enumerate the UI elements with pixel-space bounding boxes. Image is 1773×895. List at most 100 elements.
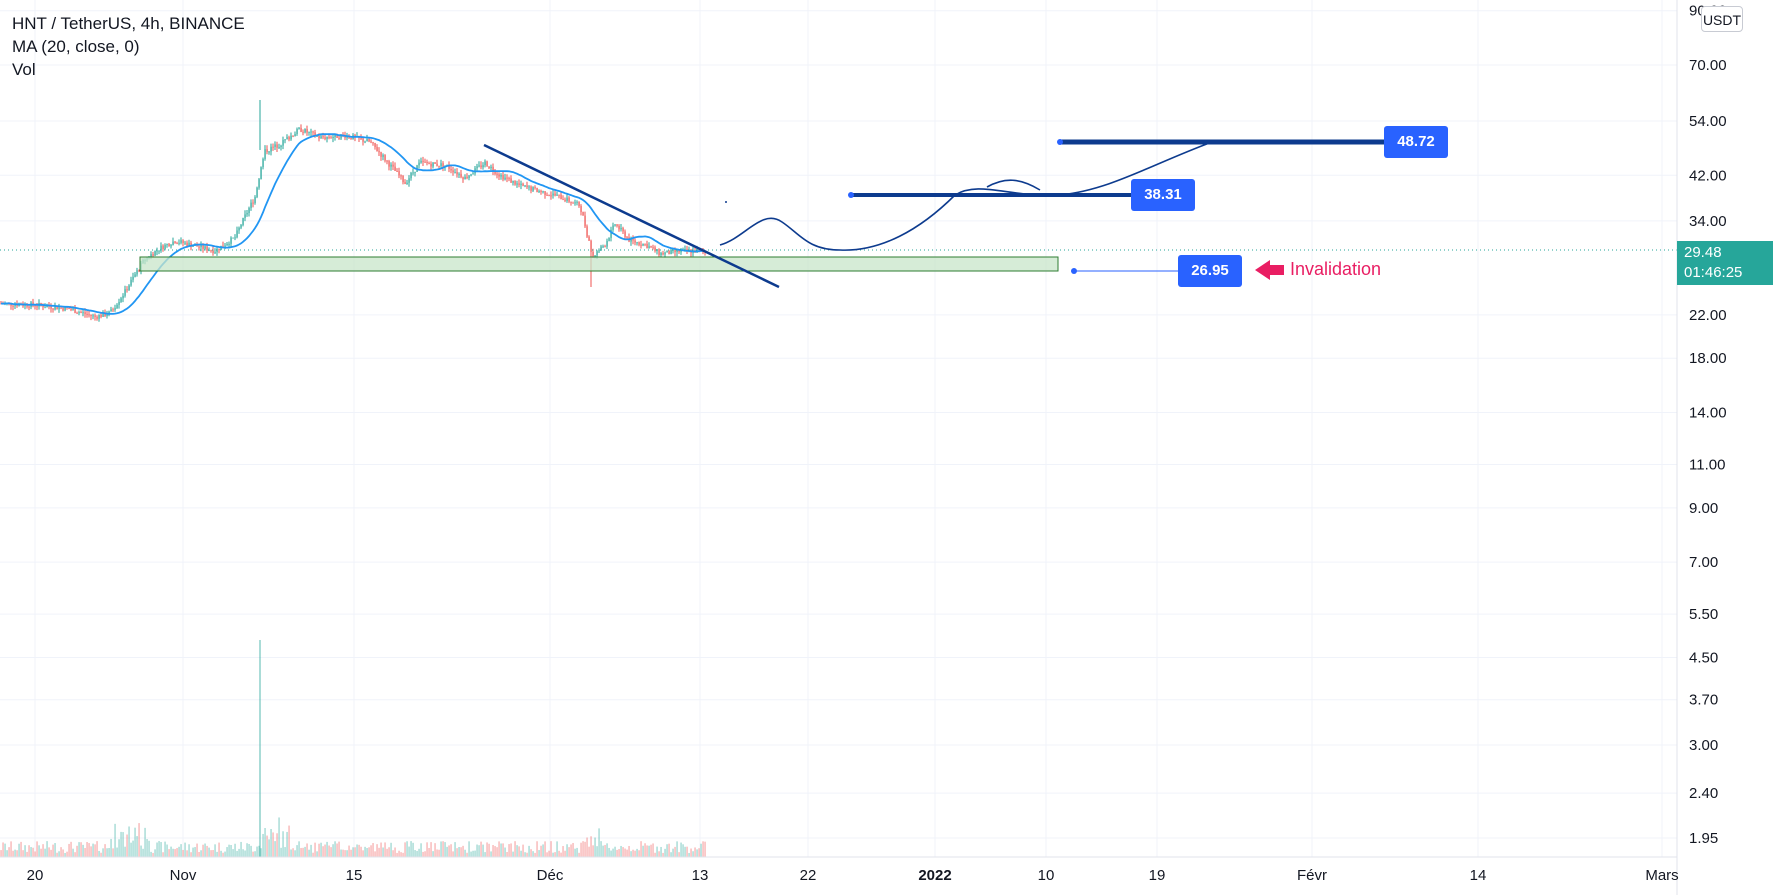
volume-bar — [76, 845, 78, 857]
candle-body — [466, 176, 468, 179]
target-2-badge[interactable]: 48.72 — [1384, 126, 1448, 158]
invalidation-badge[interactable]: 26.95 — [1178, 255, 1242, 287]
candle-body — [528, 186, 530, 188]
candle-body — [228, 243, 230, 245]
volume-bar — [348, 845, 350, 857]
candle-body — [360, 138, 362, 140]
volume-bar — [48, 847, 50, 857]
volume-bar — [638, 850, 640, 857]
volume-bar — [576, 847, 578, 857]
candle-body — [482, 165, 484, 168]
volume-bar — [396, 852, 398, 857]
volume-bar — [632, 849, 634, 857]
volume-bar — [504, 847, 506, 857]
candle-body — [12, 305, 14, 307]
volume-bar — [116, 847, 118, 857]
volume-bar — [636, 848, 638, 857]
volume-bar — [432, 851, 434, 857]
candle-body — [176, 243, 178, 245]
candle-body — [222, 245, 224, 247]
volume-bar — [302, 847, 304, 857]
volume-bar — [130, 842, 132, 857]
volume-bar — [618, 849, 620, 857]
volume-bar — [172, 848, 174, 857]
candle-body — [586, 226, 588, 237]
target-1-badge[interactable]: 38.31 — [1131, 179, 1195, 211]
candle-body — [580, 205, 582, 212]
candle-body — [86, 313, 88, 315]
candle-body — [78, 312, 80, 314]
candle-body — [400, 175, 402, 177]
volume-bar — [406, 841, 408, 857]
volume-bar — [498, 841, 500, 857]
volume-bar — [264, 828, 266, 857]
volume-bar — [580, 842, 582, 857]
candle-body — [62, 307, 64, 311]
volume-bar — [56, 852, 58, 857]
volume-bar — [416, 850, 418, 857]
candle-body — [22, 305, 24, 307]
price-tick-label: 4.50 — [1689, 649, 1718, 666]
volume-bar — [64, 852, 66, 857]
candle-body — [592, 251, 594, 257]
candle-body — [610, 229, 612, 238]
volume-bar — [518, 846, 520, 857]
volume-bar — [212, 850, 214, 857]
volume-bar — [290, 849, 292, 857]
volume-bar — [622, 847, 624, 857]
candle-body — [588, 236, 590, 241]
projected-path[interactable] — [719, 141, 1213, 251]
volume-bar — [428, 847, 430, 857]
volume-bar — [694, 847, 696, 857]
volume-bar — [266, 835, 268, 857]
volume-bar — [208, 847, 210, 857]
target-line-1-handle[interactable] — [848, 192, 854, 198]
candle-body — [630, 238, 632, 242]
volume-bar — [412, 842, 414, 857]
symbol-title[interactable]: HNT / TetherUS, 4h, BINANCE — [12, 14, 245, 33]
candle-body — [626, 237, 628, 239]
volume-bar — [628, 845, 630, 857]
volume-bar — [146, 839, 148, 857]
volume-bar — [394, 847, 396, 857]
grid-lines — [0, 0, 1677, 857]
candle-body — [114, 307, 116, 310]
candle-body — [326, 136, 328, 139]
volume-bar — [594, 837, 596, 857]
volume-bar — [204, 843, 206, 857]
volume-bar — [382, 847, 384, 857]
candle-body — [508, 178, 510, 180]
volume-indicator-label[interactable]: Vol — [12, 60, 36, 79]
candle-body — [206, 246, 208, 251]
candle-body — [126, 289, 128, 291]
volume-bar — [426, 842, 428, 857]
volume-bar — [532, 851, 534, 857]
volume-bar — [226, 847, 228, 857]
descending-trendline[interactable] — [483, 143, 780, 289]
volume-bar — [118, 839, 120, 857]
current-price-value: 29.48 — [1684, 244, 1722, 261]
support-zone[interactable] — [139, 256, 1059, 272]
ma-indicator-label[interactable]: MA (20, close, 0) — [12, 37, 140, 56]
candle-body — [378, 151, 380, 153]
candle-body — [516, 183, 518, 185]
volume-bar — [524, 852, 526, 857]
candle-body — [274, 144, 276, 147]
target-line-2-handle[interactable] — [1057, 139, 1063, 145]
volume-bar — [334, 841, 336, 857]
volume-bar — [680, 842, 682, 857]
volume-bar — [664, 848, 666, 857]
volume-bar — [328, 845, 330, 857]
volume-bar — [332, 844, 334, 857]
currency-button[interactable]: USDT — [1701, 6, 1743, 32]
volume-bar — [452, 851, 454, 857]
volume-bar — [270, 828, 272, 857]
price-axis[interactable]: 90.0070.0054.0042.0034.0022.0018.0014.00… — [1689, 3, 1727, 847]
invalidation-line-handle[interactable] — [1071, 268, 1077, 274]
time-axis[interactable]: 20 Nov 15 Déc 13 22 2022 10 19 Févr 14 Mars — [27, 867, 1679, 884]
candle-body — [502, 175, 504, 180]
volume-bar — [678, 852, 680, 857]
volume-bar — [310, 844, 312, 857]
candle-body — [652, 247, 654, 249]
